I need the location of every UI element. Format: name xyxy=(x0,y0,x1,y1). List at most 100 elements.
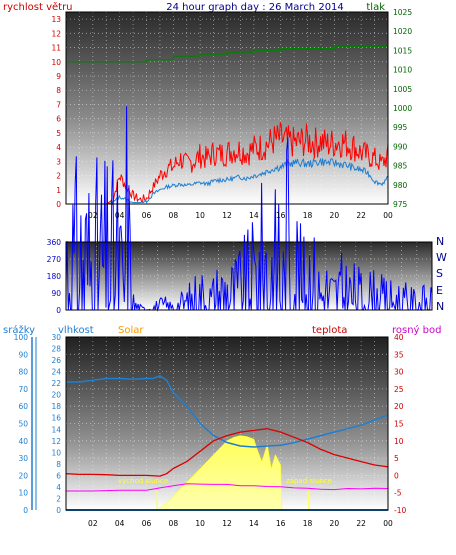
hour-tick-label: 22 xyxy=(356,519,366,528)
rain-tick-label: 100 xyxy=(14,333,29,342)
temperature-tick-label: 0 xyxy=(394,471,399,480)
rain-tick-label: 40 xyxy=(18,437,28,446)
temperature-axis-label: teplota xyxy=(312,325,347,336)
direction-tick-label: 0 xyxy=(56,306,61,315)
pressure-tick-label: 1000 xyxy=(393,104,412,113)
compass-label: E xyxy=(436,284,443,297)
hour-tick-label: 16 xyxy=(276,519,286,528)
panel2-border xyxy=(65,241,433,311)
wind-speed-tick-label: 11 xyxy=(51,44,61,53)
direction-tick-label: 180 xyxy=(47,272,62,281)
temperature-tick-label: 20 xyxy=(394,402,404,411)
hour-tick-label: 02 xyxy=(88,519,98,528)
hour-tick-label: 20 xyxy=(330,211,340,220)
temperature-tick-label: 5 xyxy=(394,454,399,463)
hour-tick-label: 12 xyxy=(222,211,232,220)
rain-tick-label: 30 xyxy=(18,454,28,463)
hour-tick-label: 18 xyxy=(303,519,313,528)
hour-tick-label: 20 xyxy=(330,519,340,528)
temperature-line xyxy=(65,428,389,477)
humidity-tick-label: 6 xyxy=(56,471,61,480)
humidity-axis-label: vlhkost xyxy=(58,325,94,336)
compass-label: S xyxy=(436,267,443,280)
humidity-tick-label: 24 xyxy=(51,368,61,377)
compass-label: W xyxy=(436,251,447,264)
direction-tick-label: 360 xyxy=(47,238,62,247)
pressure-tick-label: 1025 xyxy=(393,8,412,17)
pressure-tick-label: 1005 xyxy=(393,85,412,94)
pressure-tick-label: 1020 xyxy=(393,27,412,36)
temperature-tick-label: 35 xyxy=(394,350,404,359)
wind-speed-tick-label: 7 xyxy=(56,100,61,109)
hour-tick-label: 14 xyxy=(249,211,259,220)
wind-speed-tick-label: 5 xyxy=(56,129,61,138)
hour-tick-label: 06 xyxy=(142,519,152,528)
humidity-tick-label: 12 xyxy=(51,437,61,446)
hour-tick-label: 02 xyxy=(88,211,98,220)
direction-tick-label: 90 xyxy=(51,289,61,298)
hour-tick-label: 14 xyxy=(249,519,259,528)
temperature-tick-label: 10 xyxy=(394,437,404,446)
hour-tick-label: 04 xyxy=(115,519,125,528)
wind-speed-tick-label: 13 xyxy=(51,15,61,24)
temperature-tick-label: 40 xyxy=(394,333,404,342)
rain-tick-label: 80 xyxy=(18,368,28,377)
rain-tick-label: 50 xyxy=(18,420,28,429)
hour-tick-label: 10 xyxy=(195,211,205,220)
humidity-tick-label: 30 xyxy=(51,333,61,342)
dewpoint-line xyxy=(66,483,389,492)
compass-label: N xyxy=(436,300,444,313)
panel3-border xyxy=(65,336,389,511)
wind-speed-tick-label: 0 xyxy=(56,200,61,209)
rain-tick-label: 10 xyxy=(18,489,28,498)
rain-tick-label: 0 xyxy=(23,506,28,515)
humidity-tick-label: 16 xyxy=(51,414,61,423)
wind-speed-tick-label: 3 xyxy=(56,157,61,166)
wind-speed-tick-label: 6 xyxy=(56,115,61,124)
wind-speed-tick-label: 12 xyxy=(51,29,61,38)
hour-tick-label: 08 xyxy=(169,211,179,220)
pressure-tick-label: 1010 xyxy=(393,66,412,75)
direction-tick-label: 270 xyxy=(47,255,62,264)
humidity-tick-label: 8 xyxy=(56,460,61,469)
pressure-line xyxy=(66,46,388,63)
temperature-tick-label: 25 xyxy=(394,385,404,394)
humidity-tick-label: 10 xyxy=(51,448,61,457)
compass-label: N xyxy=(436,235,444,248)
wind-speed-line xyxy=(66,122,389,206)
humidity-tick-label: 26 xyxy=(51,356,61,365)
hour-tick-label: 10 xyxy=(195,519,205,528)
hour-tick-label: 18 xyxy=(303,211,313,220)
chart-marks xyxy=(31,46,433,511)
wind-speed-tick-label: 9 xyxy=(56,72,61,81)
wind-speed-tick-label: 10 xyxy=(51,58,61,67)
wind-speed-axis-label: rychlost větru xyxy=(3,1,73,13)
temperature-tick-label: -10 xyxy=(394,506,406,515)
hour-tick-label: 06 xyxy=(142,211,152,220)
sunset-annotation: západ slunce xyxy=(286,477,332,485)
rain-tick-label: 60 xyxy=(18,402,28,411)
hour-tick-label: 00 xyxy=(383,519,393,528)
humidity-tick-label: 22 xyxy=(51,379,61,388)
temperature-tick-label: 30 xyxy=(394,368,404,377)
pressure-tick-label: 1015 xyxy=(393,46,412,55)
pressure-tick-label: 995 xyxy=(393,123,408,132)
pressure-tick-label: 985 xyxy=(393,162,408,171)
solar-area xyxy=(66,435,388,511)
temperature-tick-label: 15 xyxy=(394,420,404,429)
sunrise-annotation: východ slunce xyxy=(118,477,168,485)
humidity-line xyxy=(66,375,389,448)
hour-tick-label: 12 xyxy=(222,519,232,528)
wind-average-line xyxy=(66,157,389,205)
wind-speed-tick-label: 1 xyxy=(56,186,61,195)
humidity-tick-label: 4 xyxy=(56,483,61,492)
rain-tick-label: 20 xyxy=(18,471,28,480)
humidity-tick-label: 20 xyxy=(51,391,61,400)
humidity-tick-label: 28 xyxy=(51,345,61,354)
rain-tick-label: 90 xyxy=(18,350,28,359)
rain-tick-label: 70 xyxy=(18,385,28,394)
panel1-border xyxy=(65,11,389,205)
humidity-tick-label: 0 xyxy=(56,506,61,515)
